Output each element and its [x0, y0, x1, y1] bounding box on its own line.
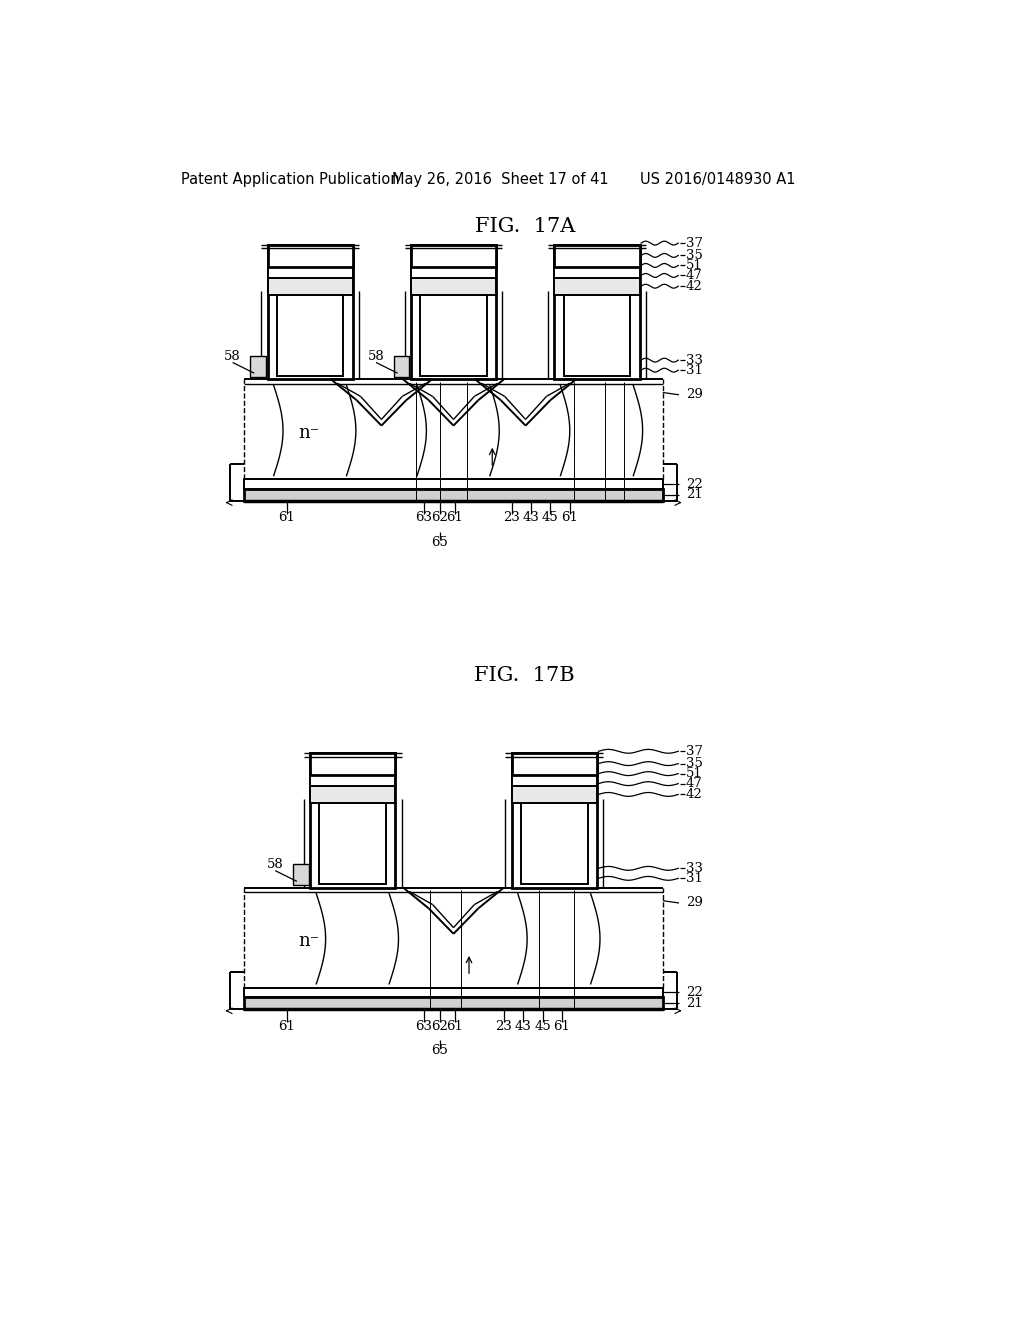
Bar	[267, 277, 352, 294]
Bar	[245, 488, 663, 502]
Text: 62: 62	[431, 1019, 447, 1032]
Bar	[512, 752, 597, 775]
Text: 62: 62	[431, 511, 447, 524]
Bar	[411, 277, 496, 294]
Text: 31: 31	[686, 871, 702, 884]
Text: 21: 21	[686, 488, 702, 502]
Text: 63: 63	[416, 511, 432, 524]
Bar	[521, 803, 588, 884]
Text: 47: 47	[686, 777, 702, 791]
Text: 23: 23	[496, 1019, 512, 1032]
Text: 61: 61	[279, 511, 295, 524]
Bar	[245, 887, 663, 987]
Text: 47: 47	[686, 269, 702, 282]
Text: 21: 21	[686, 997, 702, 1010]
Text: 51: 51	[686, 259, 702, 272]
Text: 22: 22	[686, 986, 702, 999]
Text: 61: 61	[279, 1019, 295, 1032]
Bar	[276, 294, 343, 376]
Text: 58: 58	[368, 350, 384, 363]
Text: May 26, 2016  Sheet 17 of 41: May 26, 2016 Sheet 17 of 41	[391, 172, 608, 186]
Text: 65: 65	[431, 536, 447, 549]
Text: 61: 61	[446, 1019, 464, 1032]
Text: n⁻: n⁻	[299, 932, 319, 950]
Bar	[245, 479, 663, 488]
Bar	[411, 244, 496, 267]
Bar	[267, 244, 352, 379]
Bar	[512, 752, 597, 887]
Bar	[245, 987, 663, 997]
Text: 61: 61	[561, 511, 579, 524]
Text: 23: 23	[503, 511, 520, 524]
Text: 65: 65	[431, 1044, 447, 1057]
Text: n⁻: n⁻	[299, 424, 319, 442]
Bar	[554, 244, 640, 379]
Bar	[411, 244, 496, 379]
Bar	[512, 775, 597, 785]
Bar	[563, 294, 630, 376]
Text: Patent Application Publication: Patent Application Publication	[180, 172, 399, 186]
Bar	[394, 355, 410, 378]
Bar	[310, 752, 395, 775]
Text: 42: 42	[686, 788, 702, 801]
Text: 29: 29	[686, 896, 702, 909]
Text: 42: 42	[686, 280, 702, 293]
Bar	[310, 775, 395, 785]
Text: 37: 37	[686, 744, 703, 758]
Text: 33: 33	[686, 354, 703, 367]
Text: 58: 58	[224, 350, 241, 363]
Bar	[554, 267, 640, 277]
Bar	[293, 863, 308, 886]
Bar	[420, 294, 486, 376]
Bar	[251, 355, 266, 378]
Bar	[554, 277, 640, 294]
Text: 61: 61	[554, 1019, 570, 1032]
Text: 43: 43	[522, 511, 540, 524]
Bar	[319, 803, 386, 884]
Bar	[245, 379, 663, 479]
Text: 45: 45	[542, 511, 559, 524]
Text: 63: 63	[416, 1019, 432, 1032]
Bar	[554, 244, 640, 267]
Text: US 2016/0148930 A1: US 2016/0148930 A1	[640, 172, 795, 186]
Text: 43: 43	[515, 1019, 531, 1032]
Bar	[310, 752, 395, 887]
Text: 37: 37	[686, 236, 703, 249]
Text: 35: 35	[686, 249, 702, 261]
Text: 33: 33	[686, 862, 703, 875]
Bar	[267, 267, 352, 277]
Bar	[512, 785, 597, 803]
Bar	[411, 267, 496, 277]
Text: 45: 45	[535, 1019, 551, 1032]
Text: 61: 61	[446, 511, 464, 524]
Bar	[267, 244, 352, 267]
Text: 29: 29	[686, 388, 702, 401]
Text: FIG.  17B: FIG. 17B	[474, 667, 575, 685]
Text: 22: 22	[686, 478, 702, 491]
Text: 58: 58	[267, 858, 284, 871]
Text: FIG.  17A: FIG. 17A	[474, 216, 575, 236]
Text: 51: 51	[686, 767, 702, 780]
Bar	[310, 785, 395, 803]
Text: 31: 31	[686, 363, 702, 376]
Bar	[245, 997, 663, 1010]
Text: 35: 35	[686, 758, 702, 770]
